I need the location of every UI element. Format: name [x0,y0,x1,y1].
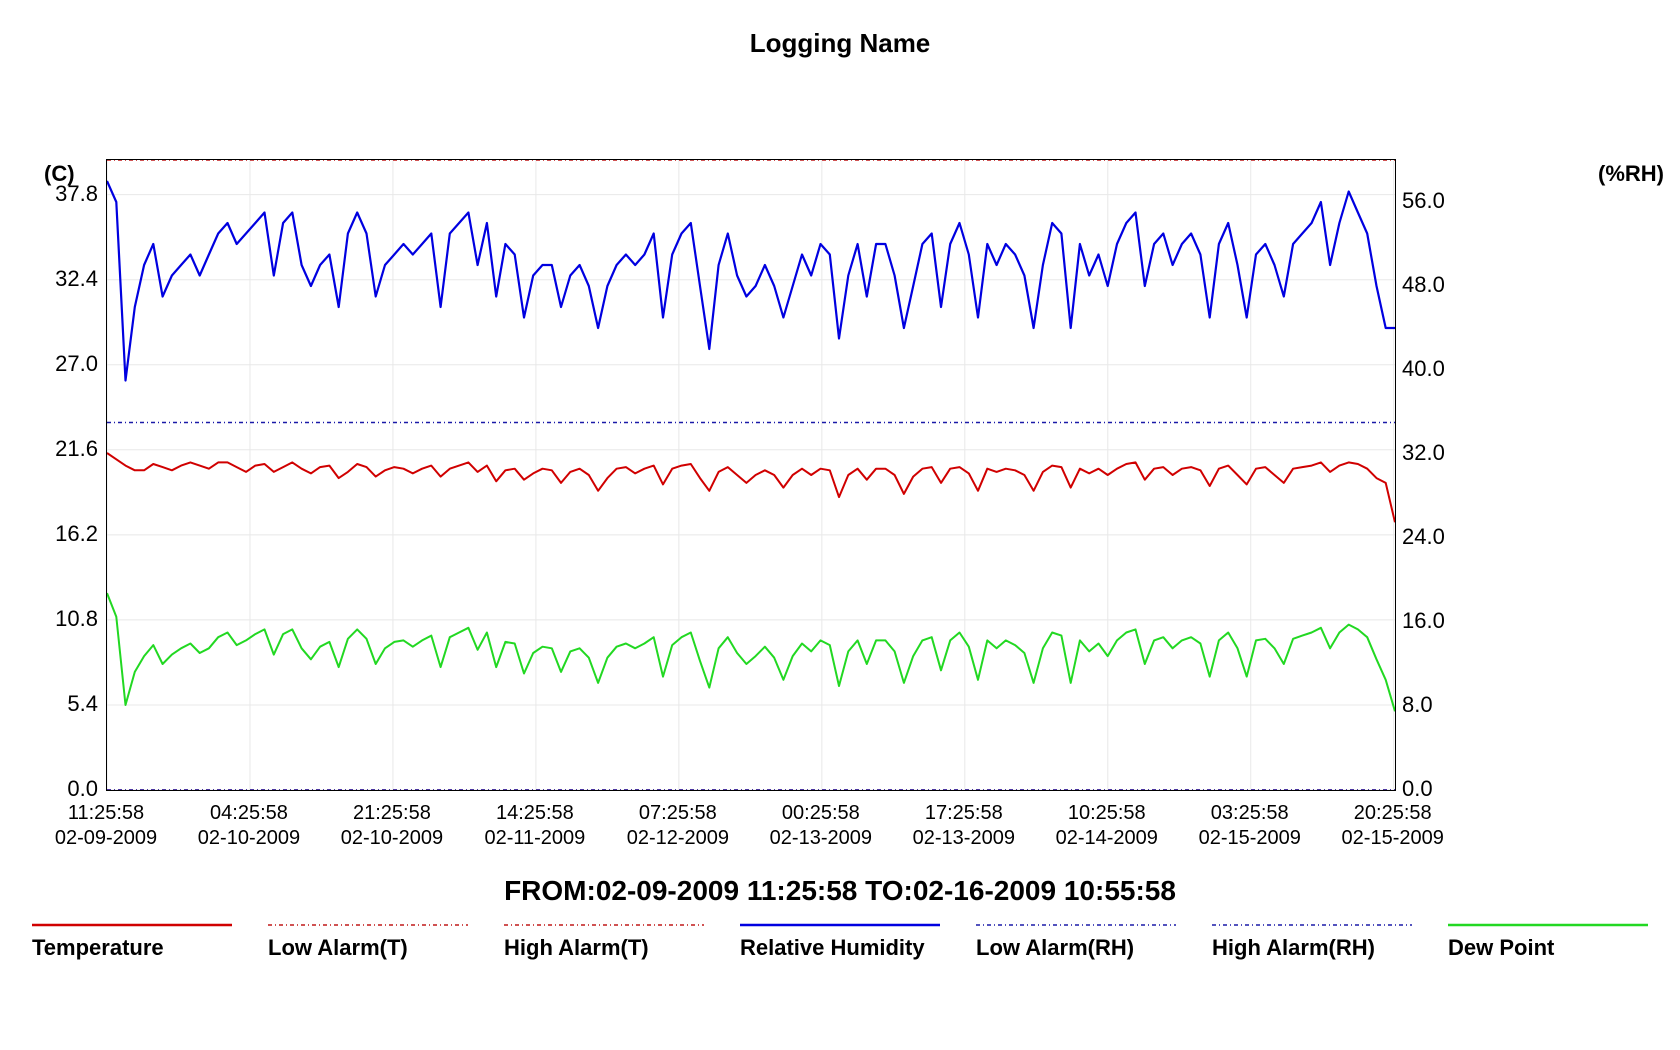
x-tick: 21:25:5802-10-2009 [327,801,457,851]
legend-item: Low Alarm(RH) [976,921,1176,961]
series-temperature [107,453,1395,522]
x-tick: 10:25:5802-14-2009 [1042,801,1172,851]
time-range-label: FROM:02-09-2009 11:25:58 TO:02-16-2009 1… [0,875,1680,907]
legend-item: High Alarm(T) [504,921,704,961]
y-left-tick: 37.8 [8,181,98,207]
y-right-tick: 8.0 [1402,692,1492,718]
legend-swatch [32,921,232,929]
legend-label: High Alarm(T) [504,935,649,961]
legend-label: Relative Humidity [740,935,925,961]
y-left-tick: 5.4 [8,691,98,717]
y-left-tick: 16.2 [8,521,98,547]
x-tick: 14:25:5802-11-2009 [470,801,600,851]
y-left-tick: 10.8 [8,606,98,632]
y-right-tick: 0.0 [1402,776,1492,802]
y-left-tick: 27.0 [8,351,98,377]
y-right-tick: 32.0 [1402,440,1492,466]
x-tick: 17:25:5802-13-2009 [899,801,1029,851]
series-relative-humidity [107,181,1395,381]
legend-label: Dew Point [1448,935,1554,961]
legend: Temperature Low Alarm(T) High Alarm(T) Rela… [32,921,1648,961]
chart-title: Logging Name [0,0,1680,69]
legend-swatch [268,921,468,929]
y-left-tick: 0.0 [8,776,98,802]
y-left-tick: 32.4 [8,266,98,292]
y-right-tick: 16.0 [1402,608,1492,634]
y-axis-right-label: (%RH) [1598,161,1664,187]
x-tick: 00:25:5802-13-2009 [756,801,886,851]
legend-swatch [1212,921,1412,929]
plot-area [106,159,1396,791]
y-right-tick: 48.0 [1402,272,1492,298]
legend-label: Temperature [32,935,164,961]
legend-swatch [740,921,940,929]
y-right-tick: 56.0 [1402,188,1492,214]
series-dew-point [107,593,1395,711]
legend-item: Low Alarm(T) [268,921,468,961]
x-tick: 03:25:5802-15-2009 [1185,801,1315,851]
legend-label: Low Alarm(RH) [976,935,1134,961]
legend-item: Dew Point [1448,921,1648,961]
y-right-tick: 24.0 [1402,524,1492,550]
y-right-tick: 40.0 [1402,356,1492,382]
legend-item: Relative Humidity [740,921,940,961]
x-tick: 07:25:5802-12-2009 [613,801,743,851]
legend-swatch [504,921,704,929]
legend-label: Low Alarm(T) [268,935,408,961]
x-tick: 11:25:5802-09-2009 [41,801,171,851]
legend-swatch [1448,921,1648,929]
y-left-tick: 21.6 [8,436,98,462]
legend-swatch [976,921,1176,929]
x-tick: 04:25:5802-10-2009 [184,801,314,851]
legend-label: High Alarm(RH) [1212,935,1375,961]
legend-item: High Alarm(RH) [1212,921,1412,961]
legend-item: Temperature [32,921,232,961]
x-tick: 20:25:5802-15-2009 [1328,801,1458,851]
